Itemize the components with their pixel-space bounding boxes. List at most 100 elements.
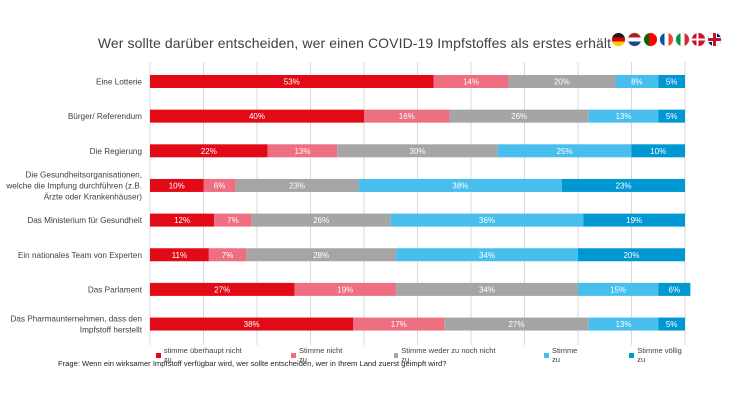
- legend-swatch: [156, 352, 161, 358]
- data-label: 27%: [214, 285, 230, 294]
- data-label: 25%: [557, 147, 573, 156]
- uk-flag-icon[interactable]: [708, 33, 721, 46]
- legend-label: Stimme völlig zu: [637, 346, 682, 364]
- data-label: 19%: [626, 216, 642, 225]
- category-label: Eine Lotterie: [96, 78, 142, 87]
- legend-label: stimme überhaupt nicht zu: [163, 346, 242, 364]
- data-label: 15%: [610, 285, 626, 294]
- data-label: 17%: [391, 320, 407, 329]
- bar-segment: [631, 144, 685, 158]
- legend-item: Stimme völlig zu: [629, 346, 689, 364]
- bar-segment: [235, 178, 359, 192]
- bar-segment: [444, 317, 589, 331]
- data-label: 13%: [294, 147, 310, 156]
- data-label: 27%: [508, 320, 524, 329]
- bar-segment: [294, 282, 397, 296]
- data-label: 34%: [479, 285, 495, 294]
- bar-segment: [353, 317, 445, 331]
- data-label: 12%: [174, 216, 190, 225]
- data-label: 13%: [615, 112, 631, 121]
- bar-segment: [658, 75, 685, 88]
- legend-swatch: [629, 352, 635, 358]
- bar-segment: [583, 213, 685, 227]
- bar-segment: [578, 248, 685, 262]
- data-label: 38%: [244, 320, 260, 329]
- category-label: Die Gesundheitsorganisationen, welche die…: [5, 170, 142, 201]
- data-label: 19%: [337, 285, 353, 294]
- bar-segment: [358, 178, 562, 192]
- gridlines: [149, 62, 686, 345]
- legend: stimme überhaupt nicht zu Stimme nicht zu…: [156, 346, 733, 364]
- bar-segment: [150, 282, 295, 296]
- france-flag-icon[interactable]: [660, 33, 673, 46]
- data-label: 13%: [615, 320, 631, 329]
- chart-title: Wer sollte darüber entscheiden, wer eine…: [97, 35, 612, 51]
- bar-segment: [150, 178, 204, 192]
- data-label: 23%: [615, 181, 631, 190]
- bar-segment: [337, 144, 498, 158]
- bar-segment: [497, 144, 632, 158]
- legend-item: Stimme weder zu noch nicht zu: [393, 346, 501, 364]
- germany-flag-icon[interactable]: [612, 33, 625, 46]
- bar-segment: [208, 248, 247, 262]
- bar-segment: [588, 109, 659, 123]
- bar-segment: [251, 213, 391, 227]
- netherlands-flag-icon[interactable]: [628, 33, 641, 46]
- data-label: 23%: [289, 181, 305, 190]
- data-label: 5%: [666, 78, 678, 87]
- data-label: 16%: [399, 112, 415, 121]
- bar-segment: [433, 75, 509, 88]
- data-label: 28%: [313, 251, 329, 260]
- data-label: 36%: [479, 216, 495, 225]
- data-label: 5%: [666, 320, 678, 329]
- bar-segment: [203, 178, 236, 192]
- bar-segment: [578, 282, 659, 296]
- italy-flag-icon[interactable]: [676, 33, 689, 46]
- data-label: 20%: [623, 251, 639, 260]
- bar-segment: [150, 75, 434, 88]
- category-label: Bürger/ Referendum: [68, 112, 142, 121]
- bar-segment: [214, 213, 252, 227]
- data-label: 5%: [666, 112, 678, 121]
- legend-label: Stimme zu: [551, 346, 578, 364]
- category-label: Das Ministerium für Gesundheit: [27, 216, 142, 225]
- denmark-flag-icon[interactable]: [692, 33, 705, 46]
- bar-segment: [658, 317, 685, 331]
- legend-item: Stimme zu: [544, 346, 585, 364]
- data-label: 53%: [284, 78, 300, 87]
- category-label: Das Pharmaunternehmen, dass den Impfstoff…: [10, 315, 142, 335]
- bar-segment: [396, 248, 578, 262]
- bar-segment: [267, 144, 338, 158]
- legend-label: Stimme nicht zu: [298, 346, 343, 364]
- bar-segment: [508, 75, 616, 88]
- survey-question: Frage: Wenn ein wirksamer Impfstoff verf…: [58, 359, 447, 368]
- data-label: 26%: [313, 216, 329, 225]
- data-label: 7%: [222, 251, 234, 260]
- data-label: 30%: [409, 147, 425, 156]
- category-label: Ein nationales Team von Experten: [18, 251, 143, 260]
- portugal-flag-icon[interactable]: [644, 33, 657, 46]
- bar-segment: [364, 109, 450, 123]
- data-label: 40%: [249, 112, 265, 121]
- data-label: 11%: [172, 251, 187, 260]
- bar-segment: [449, 109, 589, 123]
- bar-segment: [561, 178, 685, 192]
- data-label: 34%: [479, 251, 495, 260]
- data-label: 14%: [463, 78, 479, 87]
- legend-item: stimme überhaupt nicht zu: [156, 346, 247, 364]
- data-label: 20%: [554, 78, 570, 87]
- bar-segment: [150, 248, 209, 262]
- bar-segment: [396, 282, 578, 296]
- legend-swatch: [544, 352, 549, 358]
- bar-segment: [658, 282, 691, 296]
- data-label: 6%: [669, 285, 681, 294]
- bar-segment: [150, 144, 268, 158]
- legend-item: Stimme nicht zu: [291, 346, 349, 364]
- bars: 53% 14% 20% 8% 5% 40% 16% 26% 13% 5% 22% 13% 30% 25% 1…: [150, 75, 691, 331]
- category-labels: Eine Lotterie Bürger/ Referendum Die Regie…: [5, 78, 142, 335]
- bar-segment: [150, 213, 215, 227]
- bar-segment: [246, 248, 397, 262]
- category-label: Das Parlament: [88, 285, 143, 294]
- category-label: Die Regierung: [90, 147, 143, 156]
